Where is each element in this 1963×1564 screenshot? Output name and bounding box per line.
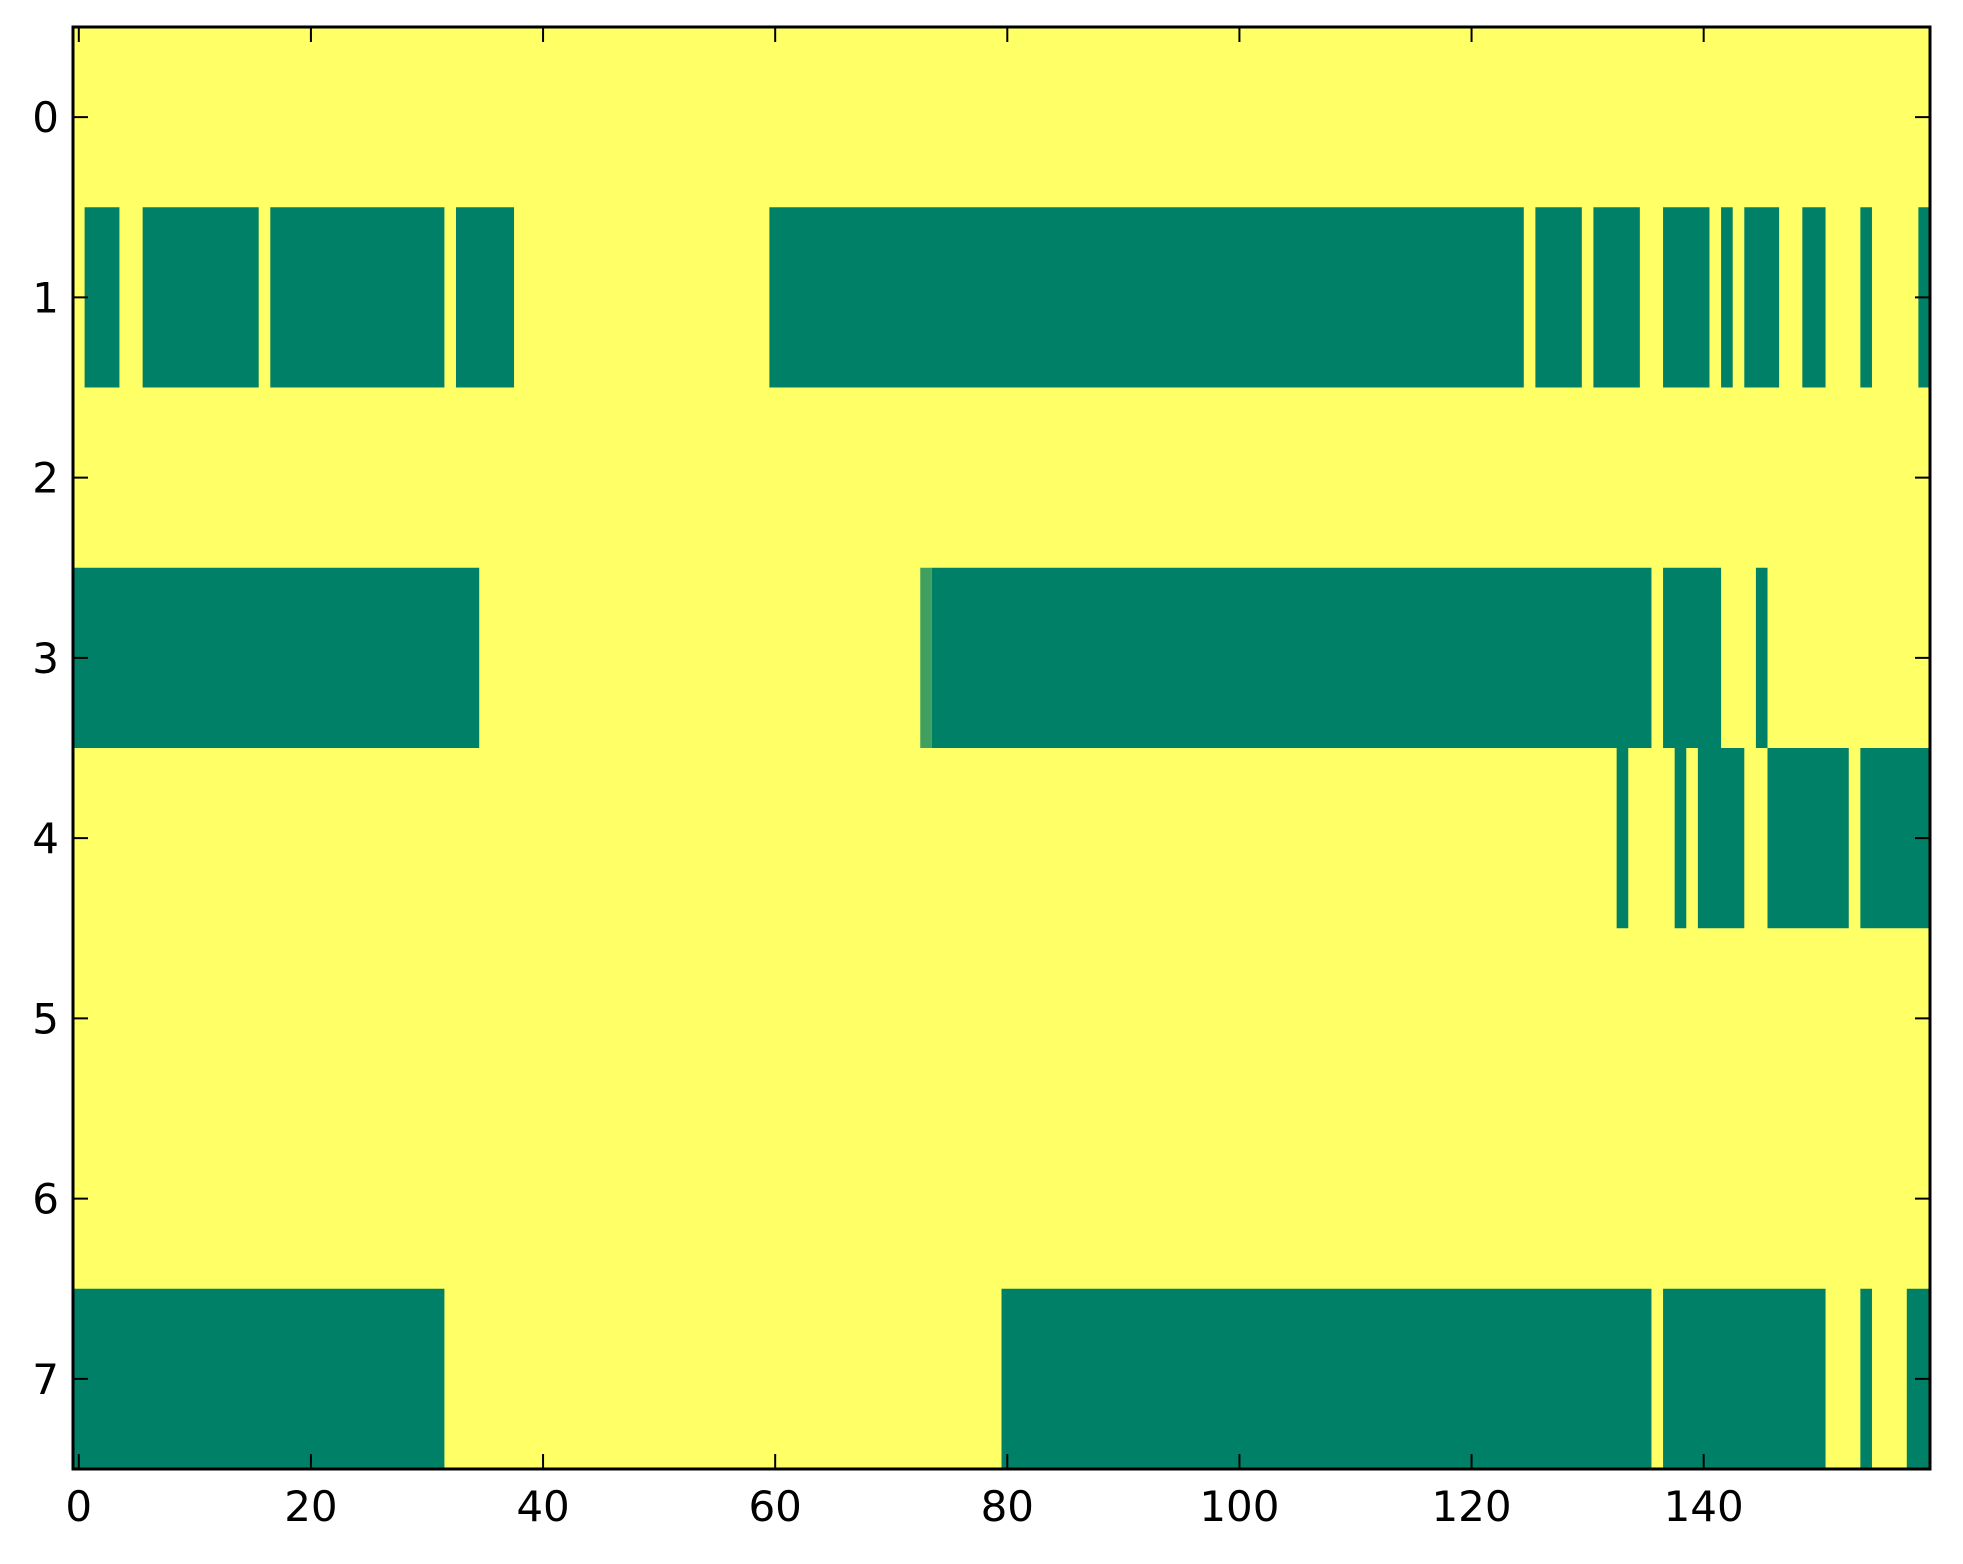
x-tick-label-40: 40 (516, 1482, 569, 1531)
heatmap-cell-row-1-3 (456, 207, 515, 388)
y-tick-label-6: 6 (32, 1175, 59, 1224)
x-tick-label-120: 120 (1431, 1482, 1511, 1531)
y-tick-label-3: 3 (32, 634, 59, 683)
heatmap-cell-row-1-7 (1663, 207, 1710, 388)
heatmap-cell-row-1-6 (1593, 207, 1640, 388)
y-tick-label-7: 7 (32, 1355, 59, 1404)
heatmap-cell-row-1-8 (1721, 207, 1733, 388)
heatmap-cell-row-3-4 (1755, 567, 1768, 748)
x-tick-label-100: 100 (1199, 1482, 1279, 1531)
heatmap-cell-row-4-2 (1697, 748, 1745, 929)
heatmap-cell-row-3-3 (1663, 567, 1722, 748)
x-tick-label-80: 80 (981, 1482, 1034, 1531)
heatmap-cell-row-1-1 (142, 207, 259, 388)
heatmap-cell-row-3-2 (931, 567, 1652, 748)
heatmap-cell-row-3-0 (73, 567, 480, 748)
heatmap-cell-row-1-10 (1802, 207, 1826, 388)
heatmap-cell-row-4-0 (1616, 748, 1629, 929)
y-tick-label-0: 0 (32, 93, 59, 142)
heatmap-cell-row-1-2 (270, 207, 445, 388)
plot-frame (71, 25, 1932, 1471)
heatmap-cells (73, 207, 1930, 1469)
x-tick-label-140: 140 (1664, 1482, 1744, 1531)
heatmap-cell-row-4-3 (1767, 748, 1849, 929)
x-tick-label-60: 60 (748, 1482, 801, 1531)
heatmap-cell-row-7-3 (1860, 1288, 1872, 1469)
heatmap-cell-row-1-11 (1860, 207, 1872, 388)
heatmap-cell-row-7-0 (73, 1288, 445, 1469)
heatmap-cell-row-1-4 (769, 207, 1524, 388)
heatmap-cell-row-1-5 (1535, 207, 1582, 388)
y-tick-label-5: 5 (32, 994, 59, 1043)
y-tick-labels: 0 1 2 3 4 5 6 7 (32, 93, 59, 1404)
heatmap-cell-row-7-2 (1663, 1288, 1826, 1469)
axis-ticks (73, 27, 1930, 1469)
x-tick-label-0: 0 (65, 1482, 92, 1531)
heatmap-cell-row-7-1 (1001, 1288, 1652, 1469)
x-tick-label-20: 20 (284, 1482, 337, 1531)
x-tick-labels: 0 20 40 60 80 100 120 140 (65, 1482, 1743, 1531)
heatmap-cell-row-3-1 (920, 567, 932, 748)
y-tick-label-2: 2 (32, 454, 59, 503)
y-tick-label-1: 1 (32, 273, 59, 322)
heatmap-cell-row-1-9 (1744, 207, 1780, 388)
heatmap-cell-row-4-1 (1674, 748, 1687, 929)
y-tick-label-4: 4 (32, 814, 59, 863)
heatmap-cell-row-1-0 (84, 207, 120, 388)
